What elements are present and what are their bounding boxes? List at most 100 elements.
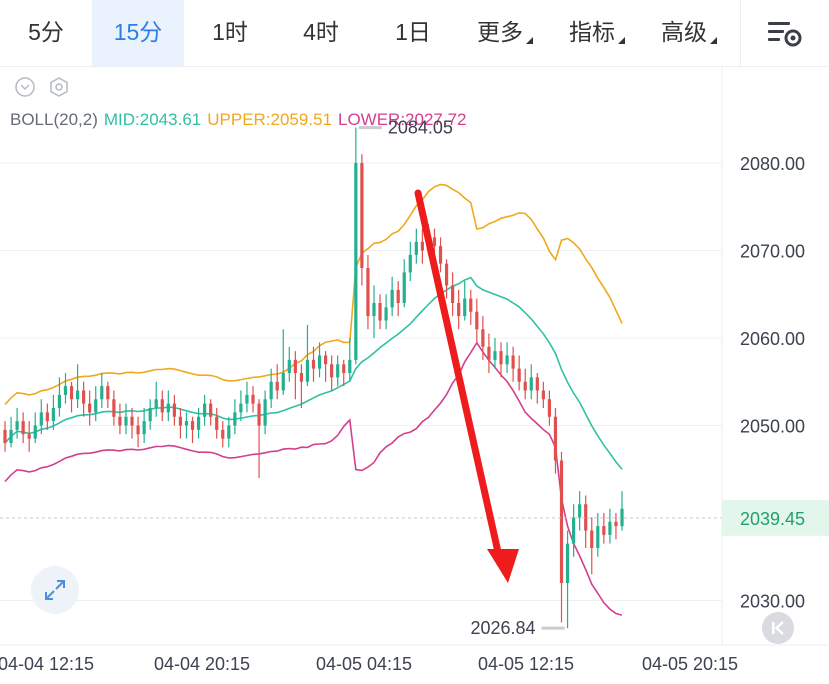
tab-5min[interactable]: 5分 (4, 0, 88, 66)
x-tick-label: 04-05 12:15 (478, 654, 574, 674)
fullscreen-button[interactable] (31, 566, 79, 614)
candle-body (184, 421, 189, 426)
high-price-label: 2084.05 (388, 118, 453, 138)
tab-label: 指标 (569, 19, 615, 45)
candle-body (251, 394, 255, 404)
red-arrow-shaft (414, 189, 502, 556)
candle-body (118, 416, 122, 426)
candle-body (408, 254, 412, 273)
x-tick-label: 04-04 12:15 (0, 654, 94, 674)
tab-more[interactable]: 更多 (462, 0, 548, 66)
boll-mid-line (4, 276, 623, 470)
candle-body (112, 399, 116, 417)
candle-body (511, 355, 515, 369)
dropdown-caret-icon (710, 37, 717, 44)
candle-body (51, 408, 55, 422)
candle-body (136, 425, 140, 435)
candle-body (451, 285, 455, 303)
x-tick-label: 04-05 20:15 (642, 654, 738, 674)
tab-label: 15分 (113, 19, 163, 45)
expand-arrows-icon (45, 580, 65, 600)
tab-15min[interactable]: 15分 (92, 0, 184, 66)
tab-label: 4时 (303, 19, 339, 45)
tab-advanced[interactable]: 高级 (646, 0, 732, 66)
candle-body (578, 504, 582, 518)
candle-body (106, 386, 110, 400)
candle-body (45, 412, 49, 422)
indicator-settings-icon[interactable] (48, 76, 70, 98)
tab-4hour[interactable]: 4时 (278, 0, 364, 66)
y-tick-label: 2050.00 (740, 417, 805, 437)
candle-body (523, 381, 527, 391)
candlestick-chart[interactable]: 2080.00 2070.00 2060.00 2050.00 2030.00 04-04… (0, 66, 829, 684)
tab-indicators[interactable]: 指标 (554, 0, 640, 66)
candle-body (196, 416, 201, 430)
candle-body (384, 307, 388, 321)
candle-body (487, 346, 491, 360)
candle-body (209, 403, 213, 417)
candle-body (203, 403, 207, 417)
candle-body (420, 241, 424, 251)
candle-body (69, 386, 74, 400)
candle-body (499, 351, 503, 365)
boll-indicator-label: BOLL(20,2) (10, 110, 98, 129)
candle-body (372, 303, 376, 317)
candle-body (269, 381, 273, 400)
x-tick-label: 04-05 04:15 (316, 654, 412, 674)
candle-body (414, 241, 418, 255)
candle-body (239, 403, 243, 413)
boll-legend: BOLL(20,2) MID:2043.61 UPPER:2059.51 LOWER:… (10, 110, 473, 130)
candle-body (378, 303, 382, 321)
candle-body (39, 412, 43, 426)
candle-body (469, 298, 473, 312)
y-tick-label: 2030.00 (740, 592, 805, 612)
candle-body (215, 416, 219, 430)
candle-body (233, 412, 237, 426)
candle-body (608, 521, 612, 535)
dropdown-caret-icon (526, 37, 533, 44)
candle-body (257, 403, 261, 426)
jump-to-latest-button[interactable] (762, 612, 794, 644)
chart-settings-button[interactable] (740, 0, 829, 66)
candle-body (336, 364, 340, 378)
candle-body (57, 394, 62, 408)
candle-body (553, 416, 558, 461)
tab-label: 1日 (395, 19, 431, 45)
boll-mid-label: MID:2043.61 (103, 110, 202, 129)
low-price-label: 2026.84 (470, 618, 535, 638)
candle-body (444, 263, 449, 286)
candle-body (94, 399, 98, 413)
candle-body (354, 163, 358, 360)
y-tick-label: 2060.00 (740, 329, 805, 349)
collapse-chevron-icon[interactable] (14, 76, 36, 98)
timeframe-tabbar: 5分 15分 1时 4时 1日 更多 指标 高级 (0, 0, 829, 67)
candle-body (330, 364, 334, 378)
candle-body (33, 425, 37, 439)
candle-body (438, 246, 443, 264)
candle-body (457, 303, 461, 317)
candle-body (142, 421, 146, 435)
candle-body (190, 421, 195, 430)
candle-body (178, 416, 183, 426)
candle-body (596, 526, 600, 548)
candle-body (172, 403, 176, 417)
candle-body (614, 521, 618, 527)
chevron-left-end-icon (772, 621, 784, 635)
tab-1day[interactable]: 1日 (370, 0, 456, 66)
tab-label: 高级 (661, 19, 707, 45)
candle-body (100, 386, 104, 400)
candle-body (88, 403, 92, 413)
candle-body (75, 390, 80, 400)
boll-lower-line (4, 341, 623, 616)
tab-label: 更多 (477, 19, 523, 45)
tab-1hour[interactable]: 1时 (188, 0, 272, 66)
candle-body (360, 163, 364, 268)
candle-body (130, 416, 134, 426)
candle-body (166, 403, 170, 413)
candle-body (402, 272, 406, 303)
candle-body (565, 543, 570, 583)
candle-body (281, 373, 285, 391)
tab-label: 5分 (28, 19, 64, 45)
candle-body (311, 359, 316, 369)
boll-lower-label: LOWER:2027.72 (337, 110, 467, 129)
